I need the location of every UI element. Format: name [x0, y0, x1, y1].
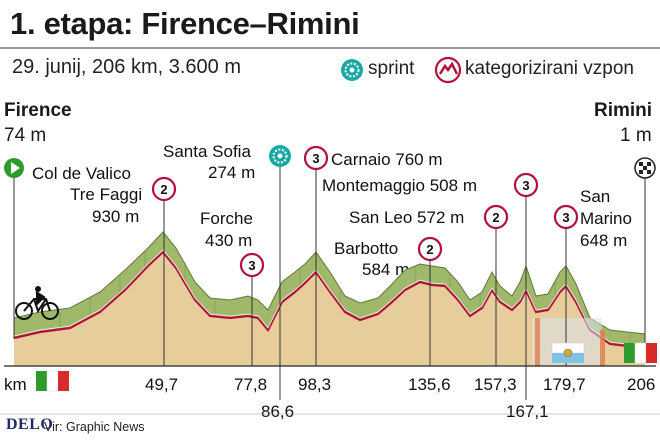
sprint-badge-santa-sofia [269, 145, 291, 167]
svg-text:3: 3 [562, 210, 569, 225]
climb-badge-barbotto: 2 [417, 236, 443, 262]
svg-text:3: 3 [522, 178, 529, 193]
climb-label-san-marino-2: Marino [580, 209, 632, 228]
km-tick-77-8: 77,8 [234, 375, 268, 394]
stage-subtitle: 29. junij, 206 km, 3.600 m [12, 56, 242, 78]
km-tick-167-1: 167,1 [506, 402, 549, 421]
climb-label-san-marino: San [580, 187, 611, 206]
climb-label-san-leo: San Leo 572 m [349, 208, 465, 227]
km-tick-86-6: 86,6 [261, 402, 295, 421]
finish-icon [634, 157, 656, 179]
climb-label-forche: Forche [200, 209, 253, 228]
climb-label-barbotto: Barbotto [334, 239, 399, 258]
finish-altitude: 1 m [620, 125, 652, 146]
profile-ridge [13, 231, 646, 349]
legend-sprint-label: sprint [368, 58, 415, 79]
km-axis-label: km [4, 375, 27, 394]
climb-altitude-san-marino: 648 m [580, 231, 628, 250]
italy-flag-finish [624, 342, 657, 364]
start-altitude: 74 m [4, 125, 47, 146]
climb-badge-san-leo: 2 [483, 204, 509, 230]
profile-fill [14, 252, 645, 366]
km-tick-49-7: 49,7 [145, 375, 179, 394]
finish-name: Rimini [594, 100, 653, 121]
ridge-hatching [59, 250, 631, 346]
legend-sprint-icon [341, 59, 363, 81]
route-line [13, 250, 646, 350]
start-icon [4, 158, 24, 178]
climb-altitude-forche: 430 m [205, 231, 253, 250]
km-tick-157-3: 157,3 [474, 375, 517, 394]
sprint-altitude-santa-sofia: 274 m [208, 163, 256, 182]
climb-badge-carnaio: 3 [303, 145, 329, 171]
km-tick-179-7: 179,7 [543, 375, 586, 394]
legend-climb-label: kategorizirani vzpon [465, 58, 634, 79]
svg-text:2: 2 [160, 182, 167, 197]
svg-text:3: 3 [248, 258, 255, 273]
start-name: Firence [4, 100, 72, 121]
italy-flag-start [36, 370, 69, 392]
svg-text:3: 3 [312, 151, 319, 166]
km-tick-206: 206 [627, 375, 656, 394]
climb-label-montemaggio: Montemaggio 508 m [322, 176, 477, 195]
climb-altitude-barbotto: 584 m [362, 260, 410, 279]
cyclist-icon [15, 286, 59, 320]
sprint-label-santa-sofia: Santa Sofia [163, 142, 251, 161]
svg-text:2: 2 [492, 210, 499, 225]
climb-badge-valico: 2 [151, 176, 177, 202]
climb-altitude-valico: 930 m [92, 207, 140, 226]
km-tick-135-6: 135,6 [408, 375, 451, 394]
delo-logo: DELO [6, 416, 54, 433]
climb-label-valico: Col de Valico [32, 164, 131, 183]
page-title: 1. etapa: Firence–Rimini [10, 6, 360, 41]
san-marino-zone [532, 318, 602, 366]
san-marino-flag [551, 342, 585, 363]
climb-badge-montemaggio: 3 [513, 172, 539, 198]
climb-badge-san-marino: 3 [553, 204, 579, 230]
source-credit: Vir: Graphic News [44, 420, 145, 434]
legend-climb-icon [434, 56, 462, 84]
climb-label-carnaio: Carnaio 760 m [331, 150, 443, 169]
km-tick-98-3: 98,3 [298, 375, 332, 394]
climb-label-valico-2: Tre Faggi [70, 185, 143, 204]
climb-badge-forche: 3 [239, 252, 265, 278]
svg-text:2: 2 [426, 242, 433, 257]
